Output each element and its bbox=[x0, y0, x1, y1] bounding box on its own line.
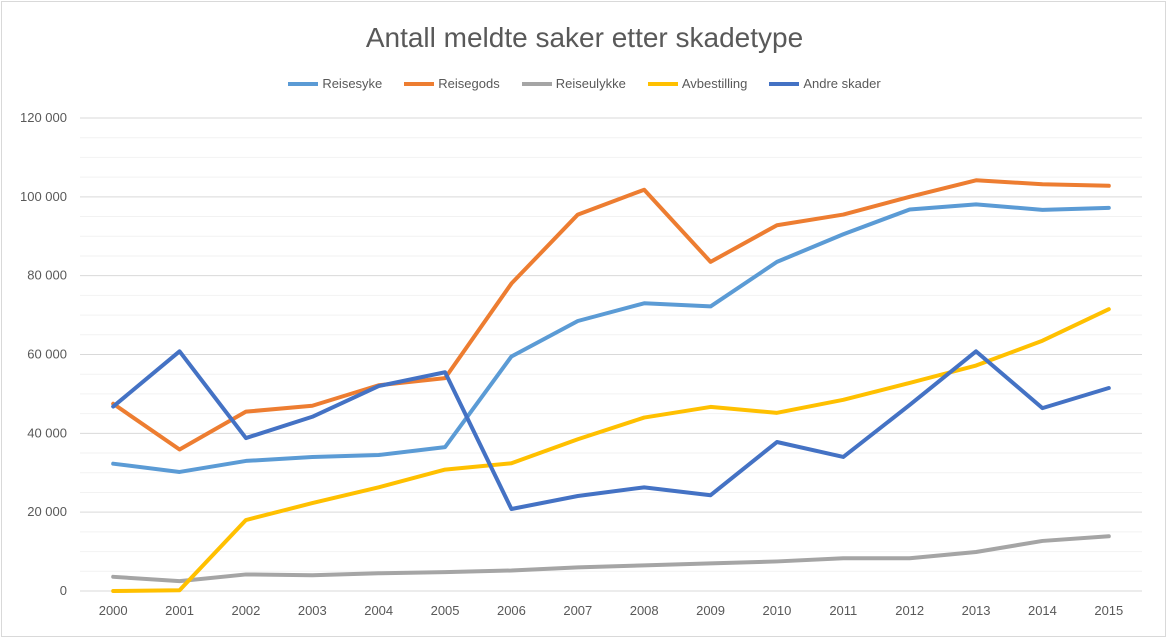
x-tick-label: 2008 bbox=[630, 603, 659, 618]
series-line-reisesyke bbox=[111, 202, 1111, 474]
x-tick-label: 2010 bbox=[762, 603, 791, 618]
x-tick-label: 2014 bbox=[1028, 603, 1057, 618]
x-axis-ticks: 2000 2001 2002 2003 2004 2005 2006 2007 2008 2009… bbox=[99, 603, 1124, 618]
x-tick-label: 2004 bbox=[364, 603, 393, 618]
x-tick-label: 2015 bbox=[1094, 603, 1123, 618]
legend-label: Avbestilling bbox=[681, 76, 748, 91]
series-line-avbestilling bbox=[111, 307, 1111, 593]
legend-item: Andre skader bbox=[769, 76, 881, 91]
y-tick-label: 80 000 bbox=[27, 268, 67, 283]
x-tick-label: 2001 bbox=[165, 603, 194, 618]
chart-legend: Reisesyke Reisegods Reiseulykke Avbestillin… bbox=[0, 76, 1169, 91]
legend-swatch bbox=[521, 81, 552, 86]
x-tick-label: 2012 bbox=[895, 603, 924, 618]
legend-item: Avbestilling bbox=[647, 76, 748, 91]
y-tick-label: 120 000 bbox=[20, 110, 67, 125]
y-tick-label: 0 bbox=[60, 583, 67, 598]
x-tick-label: 2002 bbox=[231, 603, 260, 618]
legend-swatch bbox=[404, 81, 435, 86]
y-tick-label: 20 000 bbox=[27, 504, 67, 519]
x-tick-label: 2009 bbox=[696, 603, 725, 618]
x-tick-label: 2000 bbox=[99, 603, 128, 618]
legend-swatch bbox=[288, 81, 319, 86]
legend-swatch bbox=[769, 81, 800, 86]
legend-item: Reiseulykke bbox=[521, 76, 626, 91]
legend-item: Reisegods bbox=[404, 76, 500, 91]
x-tick-label: 2006 bbox=[497, 603, 526, 618]
y-tick-label: 100 000 bbox=[20, 189, 67, 204]
x-tick-label: 2003 bbox=[298, 603, 327, 618]
legend-label: Andre skader bbox=[803, 76, 881, 91]
y-tick-label: 60 000 bbox=[27, 347, 67, 362]
series-line-reisegods bbox=[111, 178, 1111, 452]
legend-label: Reisesyke bbox=[322, 76, 383, 91]
legend-swatch bbox=[647, 81, 678, 86]
legend-label: Reiseulykke bbox=[555, 76, 626, 91]
legend-label: Reisegods bbox=[438, 76, 500, 91]
series-line-andre-skader bbox=[111, 349, 1111, 512]
chart-title: Antall meldte saker etter skadetype bbox=[365, 22, 804, 53]
legend-item: Reisesyke bbox=[288, 76, 382, 91]
series-lines bbox=[111, 178, 1111, 593]
x-tick-label: 2007 bbox=[563, 603, 592, 618]
x-tick-label: 2011 bbox=[829, 603, 857, 618]
y-axis-ticks: 0 20 000 40 000 60 000 80 000 100 000 120 000 bbox=[20, 110, 67, 598]
y-tick-label: 40 000 bbox=[27, 425, 67, 440]
x-tick-label: 2005 bbox=[431, 603, 460, 618]
x-tick-label: 2013 bbox=[962, 603, 991, 618]
series-line-reiseulykke bbox=[111, 534, 1111, 584]
